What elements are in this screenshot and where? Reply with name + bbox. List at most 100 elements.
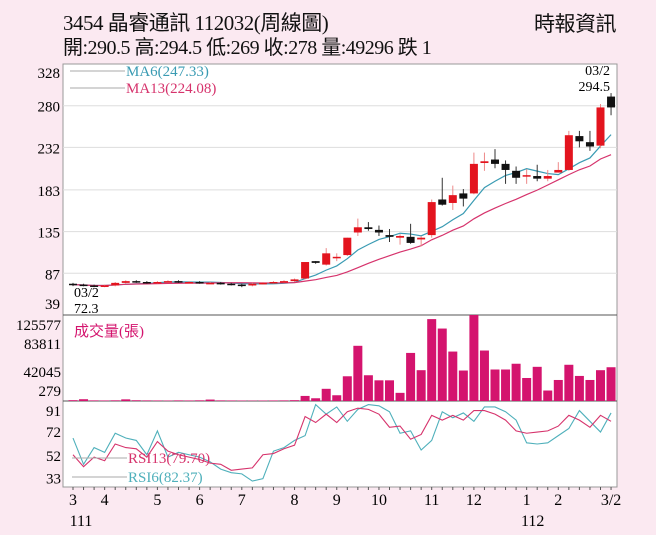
volume-bar — [89, 400, 99, 401]
volume-bar — [184, 400, 194, 401]
volume-bar — [131, 400, 141, 401]
volume-title: 成交量(張) — [74, 322, 144, 340]
candle-body — [448, 195, 457, 203]
volume-bar — [142, 400, 152, 401]
rsi-tick-label: 52 — [46, 449, 61, 465]
candle-body — [491, 159, 499, 164]
candle-body — [185, 281, 194, 284]
candle-body — [543, 176, 552, 179]
candle-body — [501, 163, 510, 170]
candle-body — [100, 285, 109, 287]
price-tick-label: 87 — [45, 267, 61, 283]
quote-summary: 開:290.5 高:294.5 低:269 收:278 量:49296 跌 1 — [63, 37, 432, 59]
volume-tick-label: 279 — [39, 384, 62, 400]
chart-title: 3454 晶睿通訊 112032(周線圖) — [63, 11, 329, 35]
volume-bar — [100, 400, 110, 401]
candle-body — [607, 96, 616, 108]
price-tick-label: 183 — [38, 184, 61, 200]
year-label: 111 — [70, 513, 93, 530]
candle-body — [142, 281, 151, 284]
x-tick-label: 2 — [554, 492, 562, 509]
ma13-line — [72, 154, 612, 287]
volume-tick-label: 42045 — [24, 365, 62, 381]
rsi-tick-label: 33 — [46, 471, 61, 487]
volume-bar — [532, 366, 542, 401]
volume-bar — [437, 328, 447, 401]
candle-body — [364, 227, 373, 230]
volume-bar — [427, 319, 437, 401]
candle-body — [585, 142, 594, 147]
candle-body — [269, 281, 278, 284]
candle-body — [195, 281, 204, 284]
candle-body — [206, 282, 215, 285]
x-tick-label: 12 — [466, 492, 482, 509]
candle-body — [438, 199, 447, 205]
volume-bar — [363, 375, 373, 401]
volume-bar — [469, 315, 479, 401]
plot-area — [62, 63, 618, 488]
volume-bar — [152, 400, 162, 401]
x-tick-label: 5 — [153, 492, 161, 509]
volume-bar — [342, 376, 352, 401]
rsi6-line — [72, 403, 612, 482]
candle-body — [227, 283, 236, 286]
volume-bar — [448, 351, 458, 401]
candle-body — [153, 281, 162, 284]
candle-body — [121, 281, 130, 283]
volume-bar — [68, 400, 78, 401]
x-tick-label: 6 — [196, 492, 204, 509]
candle-body — [469, 163, 478, 194]
volume-bar — [353, 345, 363, 401]
volume-bar — [110, 400, 120, 401]
volume-bar — [226, 400, 236, 401]
candle-body — [554, 169, 563, 173]
candle-body — [322, 253, 331, 265]
volume-tick-label: 125577 — [16, 318, 62, 334]
rsi-tick-label: 72 — [46, 425, 61, 441]
x-tick-label: 3/2 — [601, 492, 621, 509]
price-tick-label: 135 — [38, 226, 61, 242]
candle-body — [248, 283, 257, 286]
volume-bar — [195, 400, 205, 401]
volume-bar — [564, 364, 574, 401]
rsi13-legend: RSI13(79.70) — [128, 451, 210, 467]
volume-bar — [585, 379, 595, 401]
volume-bar — [216, 400, 226, 401]
volume-bar — [395, 392, 405, 401]
volume-bar — [268, 400, 278, 401]
volume-bar — [606, 367, 616, 401]
volume-bar — [522, 377, 532, 401]
candle-body — [69, 283, 77, 286]
low-value-label: 72.3 — [74, 302, 99, 317]
rsi13-line — [72, 407, 612, 471]
x-tick-label: 11 — [424, 492, 439, 509]
volume-bar — [290, 400, 300, 401]
candle-body — [480, 161, 489, 164]
volume-bar — [458, 370, 468, 401]
volume-bar — [416, 370, 426, 401]
rsi6-legend: RSI6(82.37) — [128, 470, 203, 486]
volume-tick-label: 83811 — [24, 337, 61, 353]
candle-body — [311, 261, 320, 263]
x-tick-label: 9 — [333, 492, 341, 509]
volume-bar — [479, 350, 489, 401]
candle-body — [90, 285, 99, 287]
price-tick-label: 328 — [38, 66, 61, 82]
candle-body — [417, 237, 426, 240]
volume-bar — [205, 399, 215, 401]
candle-body — [332, 256, 341, 259]
price-tick-label: 232 — [38, 141, 61, 157]
candle-body — [564, 135, 573, 170]
candle-body — [216, 282, 225, 285]
volume-bar — [311, 398, 321, 401]
candle-body — [512, 170, 521, 178]
x-tick-label: 4 — [101, 492, 109, 509]
candle-body — [396, 235, 405, 238]
candle-body — [132, 281, 141, 283]
volume-bar — [79, 399, 89, 401]
x-tick-label: 7 — [238, 492, 246, 509]
candle-body — [533, 176, 542, 179]
x-tick-label: 10 — [371, 492, 387, 509]
volume-bar — [490, 369, 500, 401]
